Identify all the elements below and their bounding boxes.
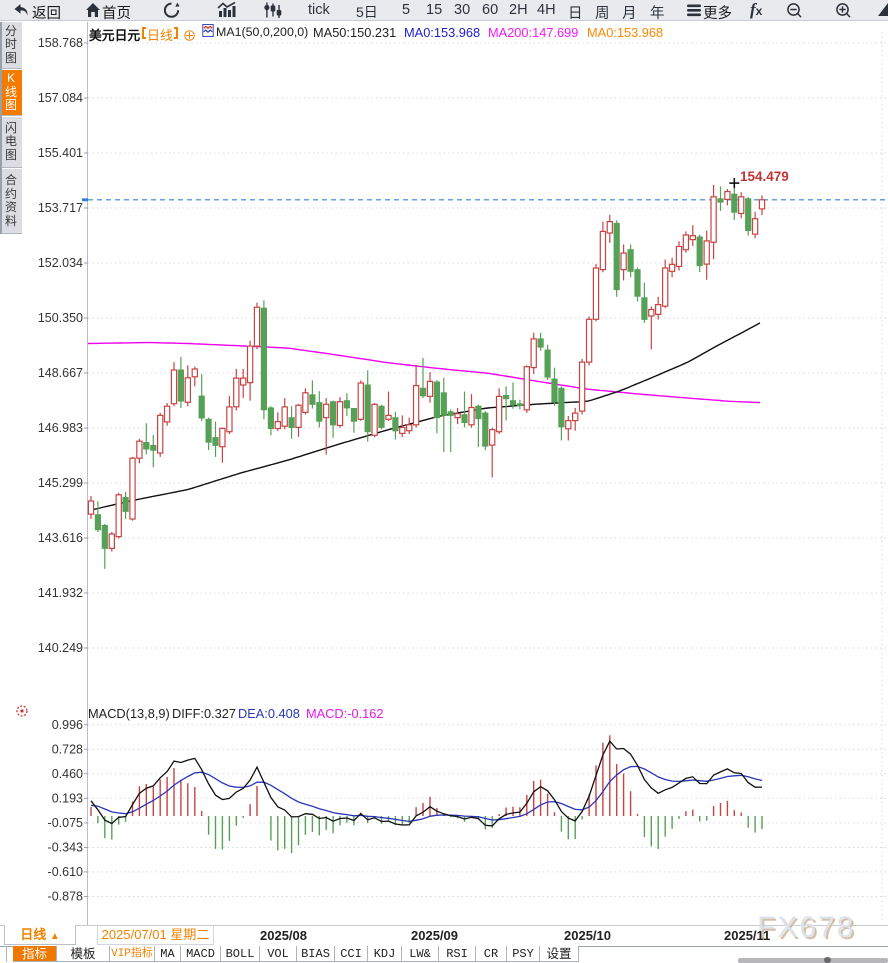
svg-text:0.193: 0.193 (52, 792, 83, 806)
svg-text:145.299: 145.299 (38, 476, 83, 490)
svg-text:143.616: 143.616 (38, 531, 83, 545)
svg-text:-0.075: -0.075 (48, 816, 83, 830)
svg-text:157.084: 157.084 (38, 91, 83, 105)
svg-text:0.996: 0.996 (52, 718, 83, 732)
svg-text:141.932: 141.932 (38, 586, 83, 600)
svg-text:-0.343: -0.343 (48, 841, 83, 855)
svg-text:146.983: 146.983 (38, 421, 83, 435)
svg-text:155.401: 155.401 (38, 146, 83, 160)
svg-text:0.460: 0.460 (52, 767, 83, 781)
svg-text:153.717: 153.717 (38, 201, 83, 215)
svg-text:150.350: 150.350 (38, 311, 83, 325)
svg-text:158.768: 158.768 (38, 36, 83, 50)
svg-text:154.479: 154.479 (740, 169, 789, 184)
svg-text:148.667: 148.667 (38, 366, 83, 380)
svg-text:0.728: 0.728 (52, 742, 83, 756)
svg-text:140.249: 140.249 (38, 641, 83, 655)
svg-text:-0.878: -0.878 (48, 890, 83, 904)
svg-text:-0.610: -0.610 (48, 865, 83, 879)
svg-text:152.034: 152.034 (38, 256, 83, 270)
